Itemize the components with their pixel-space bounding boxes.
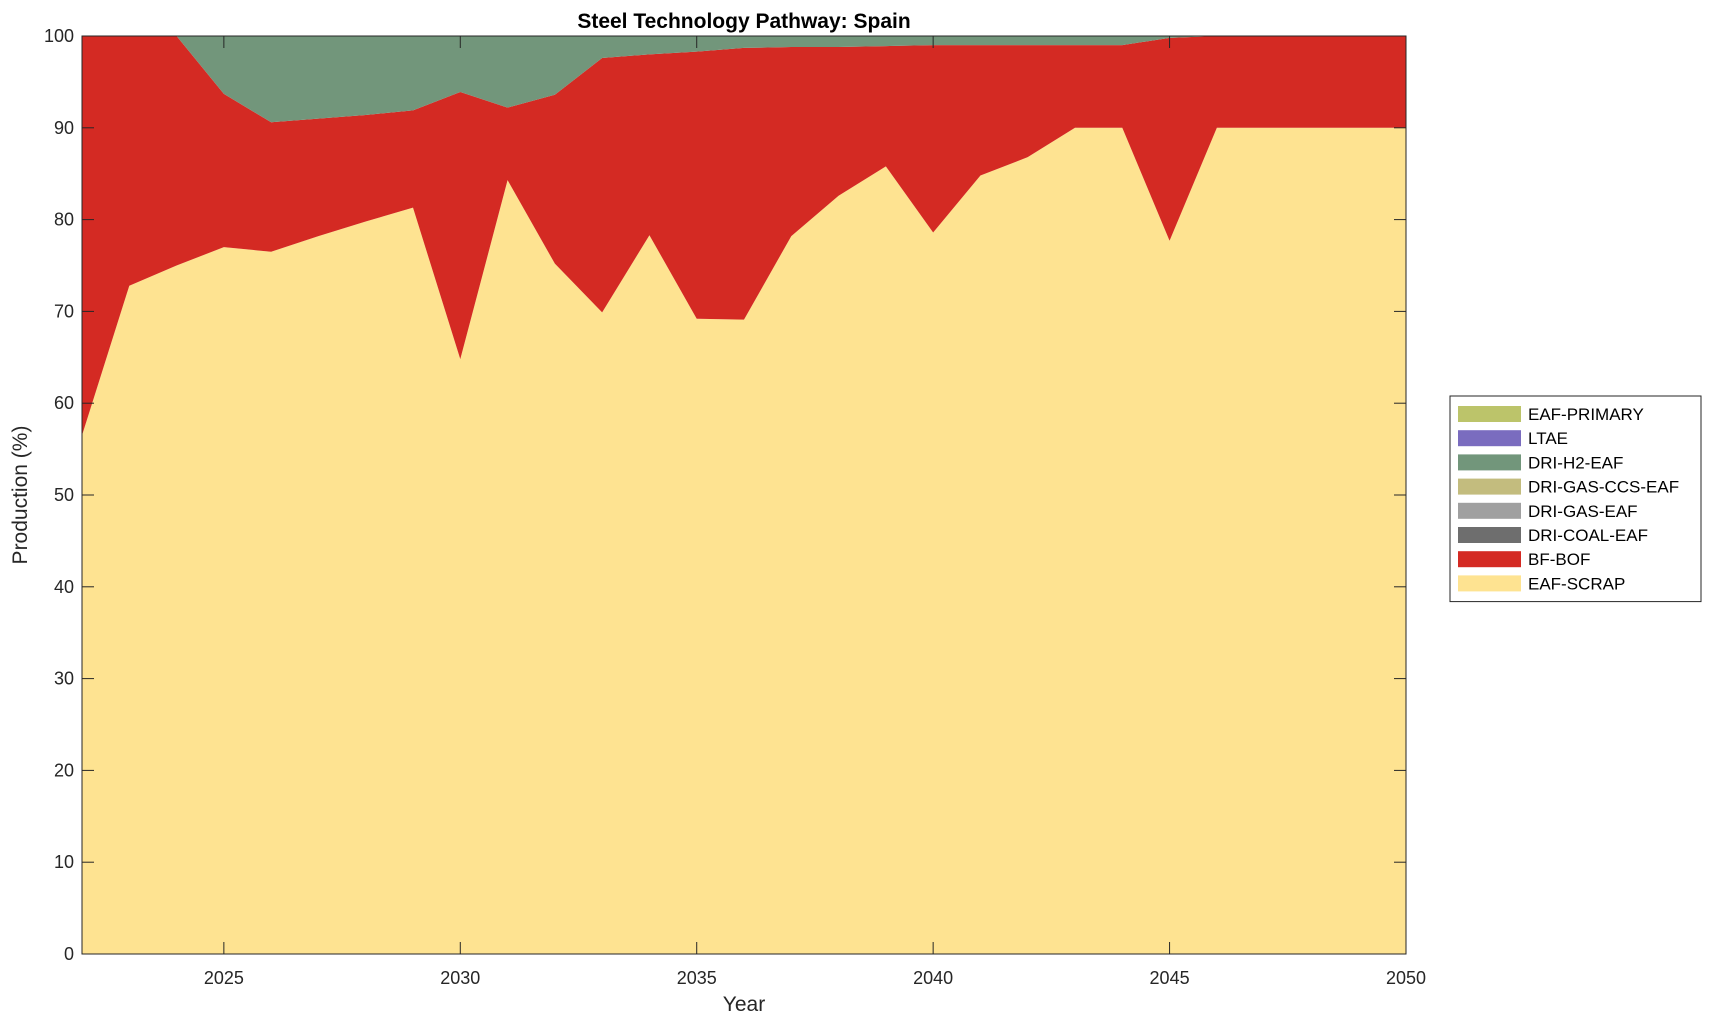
x-tick-label: 2025 — [204, 968, 244, 988]
legend-label-dri-gas-ccs-eaf: DRI-GAS-CCS-EAF — [1528, 478, 1679, 497]
y-axis-label: Production (%) — [9, 426, 32, 565]
legend-swatch-eaf-primary — [1458, 406, 1521, 422]
area-bf-bof — [82, 36, 1406, 436]
legend-swatch-dri-h2-eaf — [1458, 454, 1521, 471]
x-tick-label: 2040 — [913, 968, 953, 988]
chart-title: Steel Technology Pathway: Spain — [577, 10, 910, 33]
y-tick-label: 100 — [44, 26, 74, 46]
legend-swatch-dri-coal-eaf — [1458, 527, 1521, 543]
area-eaf-scrap — [82, 127, 1406, 955]
y-tick-label: 30 — [54, 669, 74, 689]
x-axis-label: Year — [723, 993, 765, 1016]
y-tick-label: 80 — [54, 210, 74, 230]
legend-label-bf-bof: BF-BOF — [1528, 550, 1590, 569]
legend-label-eaf-primary: EAF-PRIMARY — [1528, 405, 1644, 424]
legend-swatch-dri-gas-ccs-eaf — [1458, 478, 1521, 495]
area-layers — [82, 36, 1406, 955]
y-tick-label: 20 — [54, 760, 74, 780]
y-tick-label: 90 — [54, 118, 74, 138]
legend-box — [1449, 395, 1702, 603]
y-axis: 0 10 20 30 40 50 60 70 80 90 100 — [44, 26, 1406, 964]
y-tick-label: 60 — [54, 393, 74, 413]
legend-swatch-dri-gas-eaf — [1458, 502, 1521, 519]
legend-label-eaf-scrap: EAF-SCRAP — [1528, 574, 1625, 593]
y-tick-label: 40 — [54, 577, 74, 597]
x-tick-label: 2030 — [440, 968, 480, 988]
x-tick-label: 2050 — [1386, 968, 1426, 988]
legend-label-ltae: LTAE — [1528, 429, 1568, 448]
legend-label-dri-h2-eaf: DRI-H2-EAF — [1528, 453, 1623, 472]
y-tick-label: 0 — [64, 944, 74, 964]
legend: EAF-PRIMARY LTAE DRI-H2-EAF DRI-GAS-CCS-EAF… — [1449, 395, 1702, 603]
legend-swatch-eaf-scrap — [1458, 575, 1521, 592]
legend-swatch-bf-bof — [1458, 551, 1521, 568]
legend-label-dri-coal-eaf: DRI-COAL-EAF — [1528, 526, 1648, 545]
y-tick-label: 50 — [54, 485, 74, 505]
x-tick-label: 2045 — [1150, 968, 1190, 988]
x-tick-label: 2035 — [677, 968, 717, 988]
legend-swatch-ltae — [1458, 430, 1521, 447]
x-axis: 2025 2030 2035 2040 2045 2050 — [204, 36, 1426, 988]
y-tick-label: 70 — [54, 301, 74, 321]
area-dri-h2-eaf — [82, 36, 1406, 123]
y-tick-label: 10 — [54, 852, 74, 872]
legend-label-dri-gas-eaf: DRI-GAS-EAF — [1528, 502, 1638, 521]
